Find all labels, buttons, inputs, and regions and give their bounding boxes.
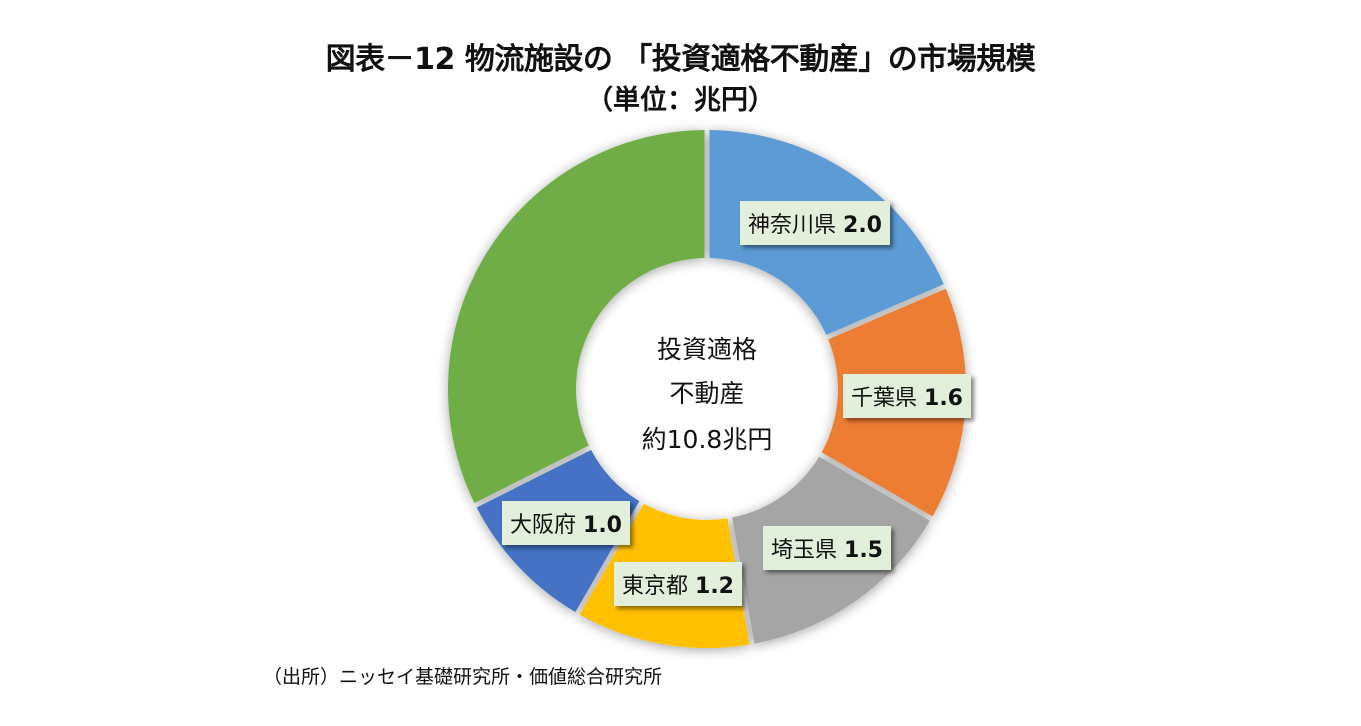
label-name: 東京都	[622, 574, 689, 599]
label-name: 神奈川県	[748, 213, 837, 238]
label-value: 1.5	[844, 538, 883, 563]
label-name: 千葉県	[851, 386, 918, 411]
chart-subtitle: （単位：兆円）	[586, 85, 775, 116]
source-note: （出所）ニッセイ基礎研究所・価値総合研究所	[263, 666, 663, 688]
data-label-kanagawa: 神奈川県 2.0	[740, 201, 890, 245]
label-value: 2.0	[843, 213, 882, 238]
chart-title: 図表－12 物流施設の 「投資適格不動産」の市場規模	[325, 42, 1036, 77]
donut-segment	[448, 130, 705, 503]
data-label-osaka: 大阪府 1.0	[502, 501, 630, 545]
label-name: 大阪府	[510, 513, 577, 538]
center-label-line2: 不動産	[669, 379, 745, 408]
data-label-tokyo: 東京都 1.2	[614, 562, 742, 606]
label-name: 埼玉県	[771, 538, 838, 563]
data-label-chiba: 千葉県 1.6	[843, 374, 971, 418]
label-value: 1.6	[924, 386, 963, 411]
center-label-total: 約10.8兆円	[641, 425, 773, 454]
center-label-line1: 投資適格	[656, 335, 757, 364]
label-value: 1.2	[695, 574, 734, 599]
label-value: 1.0	[583, 513, 622, 538]
data-label-saitama: 埼玉県 1.5	[763, 526, 891, 570]
